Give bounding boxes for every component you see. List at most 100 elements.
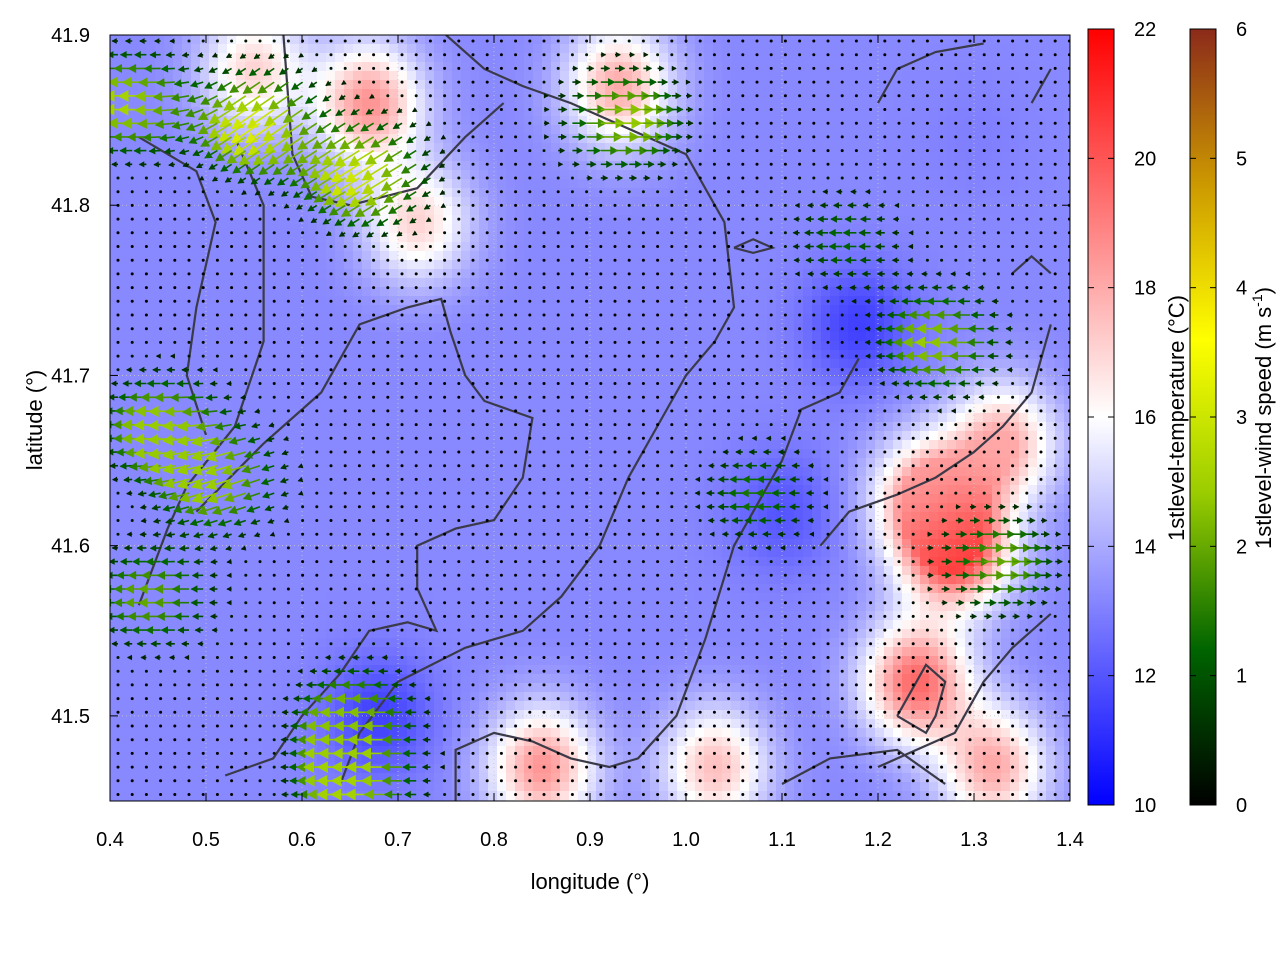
temperature-cell [956, 98, 966, 108]
temperature-cell [1010, 422, 1020, 432]
temperature-cell [731, 431, 741, 441]
temperature-cell [290, 53, 300, 63]
temperature-cell [956, 359, 966, 369]
temperature-cell [380, 386, 390, 396]
temperature-cell [263, 269, 273, 279]
temperature-cell [290, 89, 300, 99]
temperature-cell [830, 143, 840, 153]
temperature-cell [119, 377, 129, 387]
temperature-cell [560, 44, 570, 54]
temperature-cell [218, 179, 228, 189]
temperature-cell [785, 62, 795, 72]
temperature-cell [929, 161, 939, 171]
temperature-cell [245, 44, 255, 54]
temperature-cell [956, 332, 966, 342]
temperature-cell [155, 278, 165, 288]
temperature-cell [272, 35, 282, 45]
temperature-cell [488, 89, 498, 99]
temperature-cell [335, 350, 345, 360]
temperature-cell [488, 332, 498, 342]
temperature-cell [353, 62, 363, 72]
temperature-cell [614, 89, 624, 99]
temperature-cell [182, 314, 192, 324]
temperature-cell [146, 179, 156, 189]
temperature-cell [362, 404, 372, 414]
temperature-cell [443, 440, 453, 450]
temperature-cell [371, 152, 381, 162]
temperature-cell [920, 35, 930, 45]
temperature-cell [344, 422, 354, 432]
temperature-cell [380, 296, 390, 306]
temperature-cell [974, 368, 984, 378]
temperature-cell [1001, 440, 1011, 450]
temperature-cell [470, 44, 480, 54]
temperature-cell [488, 215, 498, 225]
temperature-cell [839, 368, 849, 378]
temperature-cell [272, 305, 282, 315]
temperature-cell [731, 152, 741, 162]
temperature-cell [767, 224, 777, 234]
temperature-cell [605, 152, 615, 162]
temperature-cell [767, 278, 777, 288]
temperature-cell [911, 62, 921, 72]
temperature-cell [506, 386, 516, 396]
temperature-cell [686, 242, 696, 252]
temperature-cell [659, 278, 669, 288]
temperature-cell [785, 143, 795, 153]
temperature-cell [470, 368, 480, 378]
temperature-cell [461, 404, 471, 414]
temperature-cell [920, 206, 930, 216]
temperature-cell [578, 116, 588, 126]
temperature-cell [137, 251, 147, 261]
temperature-cell [254, 449, 264, 459]
temperature-cell [362, 278, 372, 288]
temperature-cell [632, 386, 642, 396]
temperature-cell [551, 368, 561, 378]
temperature-cell [659, 62, 669, 72]
temperature-cell [308, 53, 318, 63]
temperature-cell [524, 143, 534, 153]
temperature-cell [704, 260, 714, 270]
temperature-cell [758, 215, 768, 225]
temperature-cell [254, 206, 264, 216]
temperature-cell [155, 44, 165, 54]
temperature-cell [956, 134, 966, 144]
temperature-cell [965, 440, 975, 450]
temperature-cell [992, 413, 1002, 423]
temperature-cell [1010, 251, 1020, 261]
temperature-cell [353, 233, 363, 243]
temperature-cell [848, 422, 858, 432]
temperature-cell [929, 242, 939, 252]
temperature-cell [416, 260, 426, 270]
temperature-cell [128, 440, 138, 450]
temperature-cell [371, 197, 381, 207]
temperature-cell [209, 71, 219, 81]
temperature-cell [848, 44, 858, 54]
temperature-cell [461, 449, 471, 459]
temperature-cell [128, 386, 138, 396]
temperature-cell [200, 332, 210, 342]
temperature-cell [614, 350, 624, 360]
temperature-cell [623, 413, 633, 423]
temperature-cell [272, 359, 282, 369]
temperature-cell [596, 431, 606, 441]
temperature-cell [614, 341, 624, 351]
temperature-cell [443, 350, 453, 360]
temperature-cell [596, 143, 606, 153]
temperature-cell [704, 143, 714, 153]
temperature-cell [641, 341, 651, 351]
temperature-cell [587, 233, 597, 243]
temperature-cell [1001, 134, 1011, 144]
temperature-cell [821, 233, 831, 243]
temperature-cell [902, 278, 912, 288]
temperature-cell [110, 215, 120, 225]
temperature-cell [110, 314, 120, 324]
temperature-cell [479, 332, 489, 342]
temperature-cell [812, 98, 822, 108]
temperature-cell [704, 332, 714, 342]
temperature-cell [488, 368, 498, 378]
temperature-cell [650, 377, 660, 387]
temperature-cell [551, 224, 561, 234]
temperature-cell [821, 116, 831, 126]
temperature-cell [1001, 215, 1011, 225]
